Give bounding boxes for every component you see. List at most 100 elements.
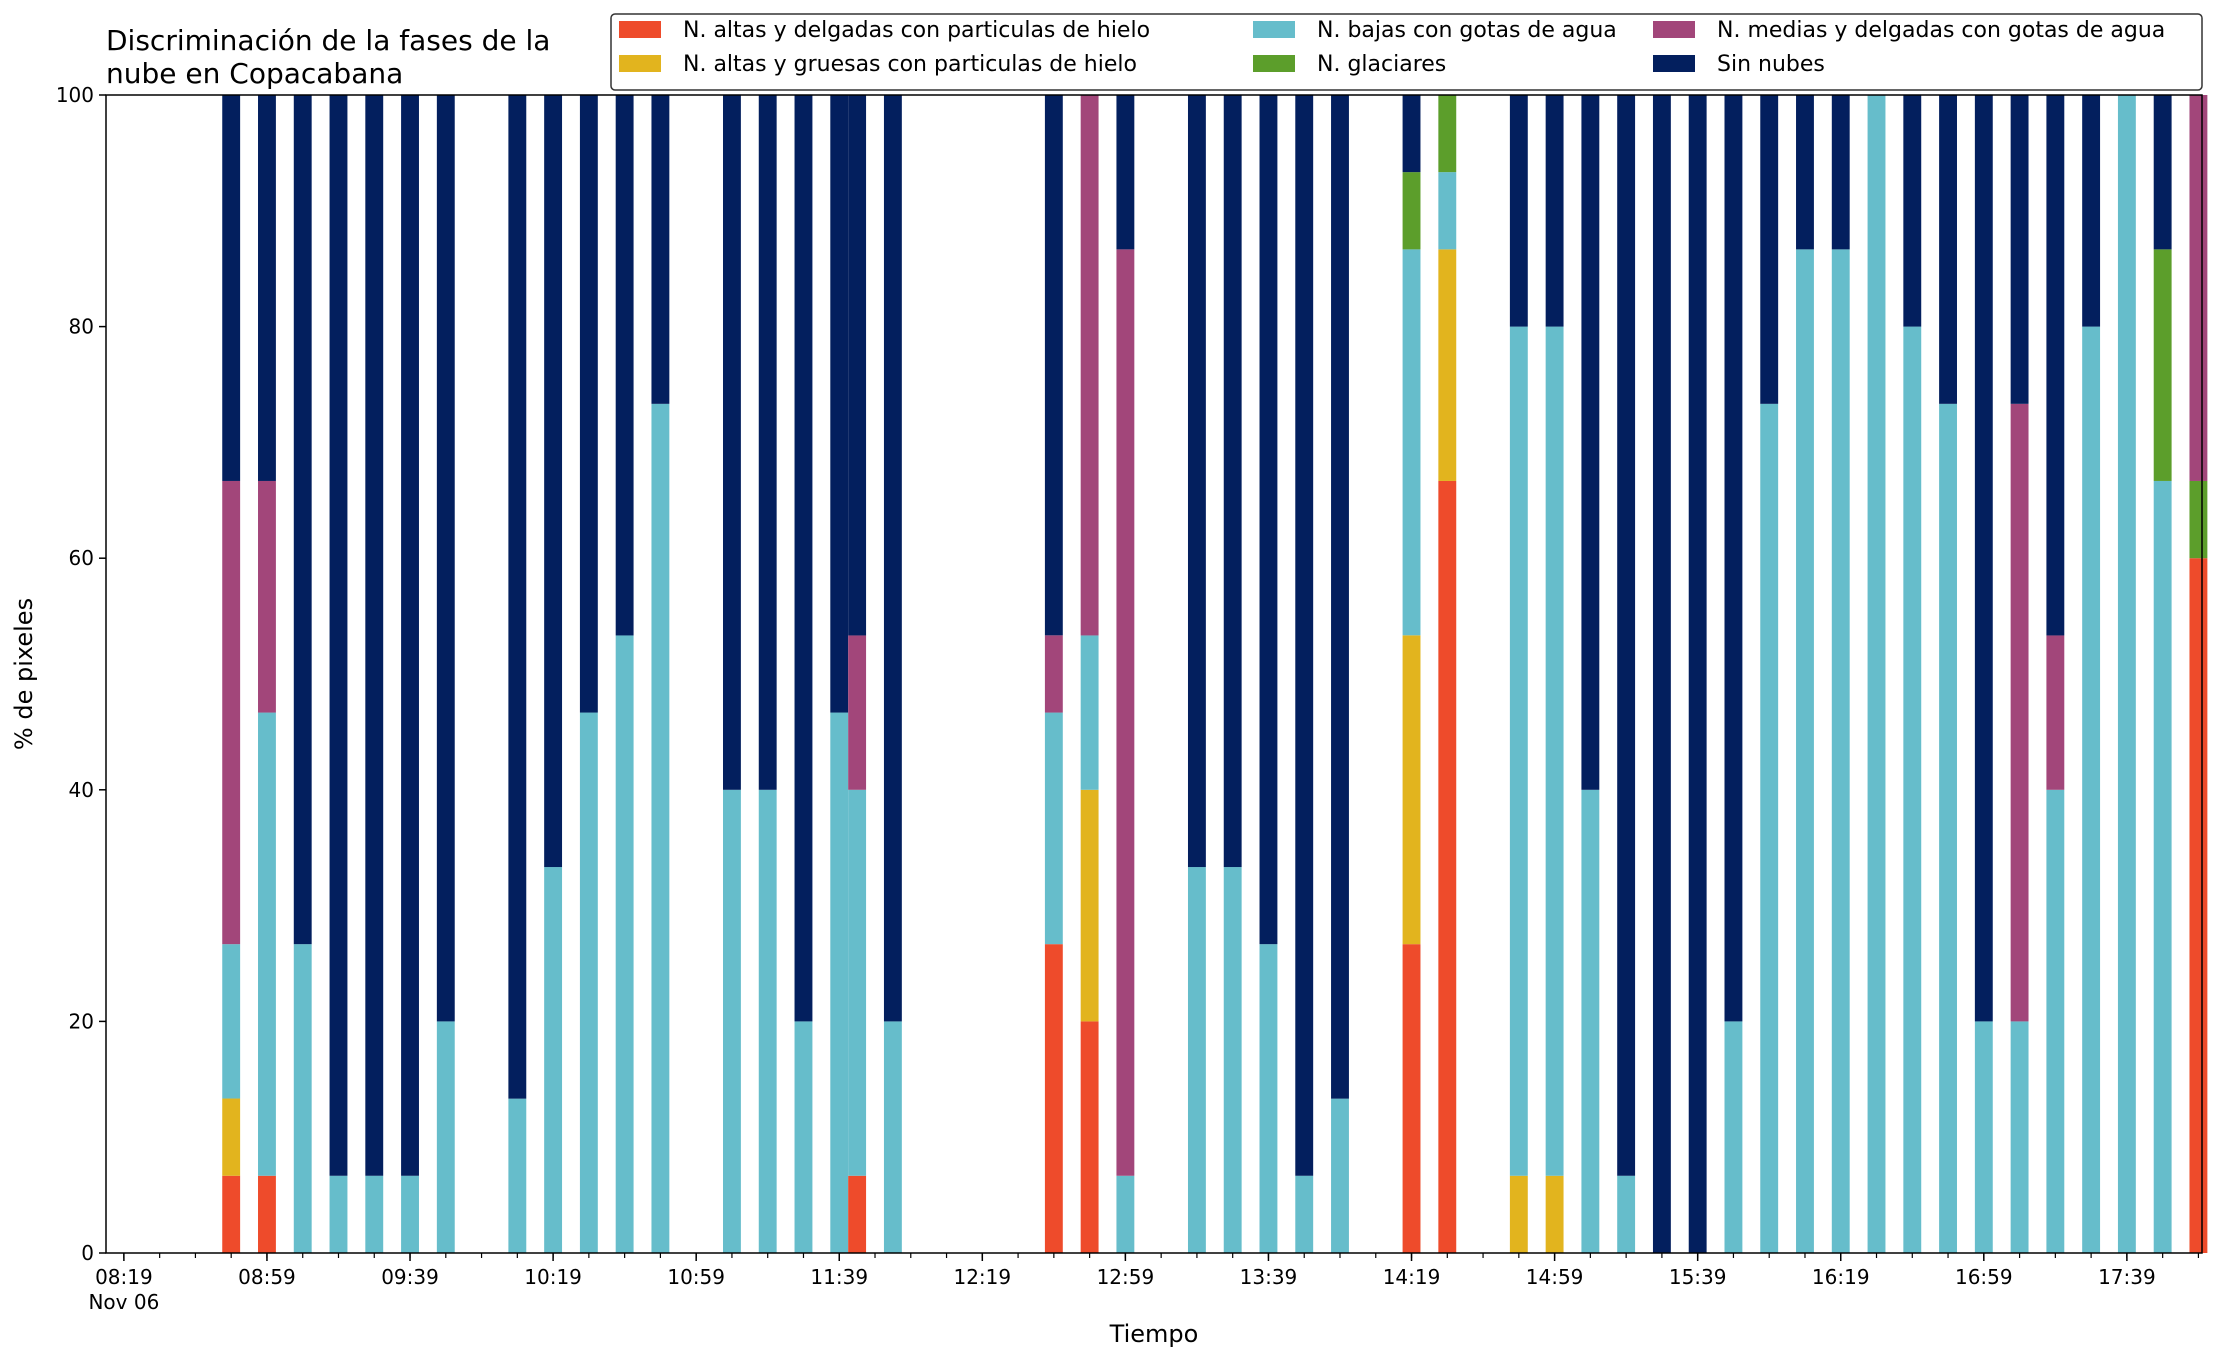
bar-segment xyxy=(1545,1175,1564,1253)
y-tick-label: 80 xyxy=(69,315,94,339)
bar-segment xyxy=(1044,94,1063,636)
bar-segment xyxy=(1044,944,1063,1253)
bar-segment xyxy=(258,1175,276,1253)
bar-segment xyxy=(651,403,670,1253)
bar-segment xyxy=(1831,95,1850,250)
bar-segment xyxy=(544,95,563,868)
bar-segment xyxy=(1545,326,1564,1176)
bar-segment xyxy=(2010,95,2029,404)
bar-segment xyxy=(258,712,276,1176)
bar-segment xyxy=(1545,95,1564,327)
bar-segment xyxy=(401,95,419,1176)
bar-segment xyxy=(2046,635,2065,790)
legend-swatch xyxy=(619,55,661,72)
x-tick-label: 12:59 xyxy=(1097,1265,1155,1289)
bar-segment xyxy=(1402,635,1421,945)
bar-segment xyxy=(2010,403,2029,1022)
x-tick-label: 12:19 xyxy=(953,1265,1011,1289)
legend-label: N. glaciares xyxy=(1317,52,1446,77)
bar-segment xyxy=(651,95,670,404)
bar-segment xyxy=(508,1098,527,1253)
x-axis-label: Tiempo xyxy=(1109,1320,1199,1348)
bar-segment xyxy=(1080,1021,1099,1253)
bar-segment xyxy=(222,1175,241,1253)
bar-segment xyxy=(722,789,741,1253)
bar-segment xyxy=(1688,95,1707,1253)
bar-segment xyxy=(329,95,348,1176)
x-tick-label: 14:19 xyxy=(1383,1265,1441,1289)
bar-segment xyxy=(1760,403,1779,1253)
bars-layer xyxy=(222,94,2208,1254)
legend-label: N. altas y gruesas con particulas de hie… xyxy=(683,52,1137,77)
y-axis: 0 20 40 60 80 100 xyxy=(56,83,106,1265)
legend-label: N. medias y delgadas con gotas de agua xyxy=(1717,18,2165,43)
y-axis-label: % de pixeles xyxy=(10,598,38,750)
bar-segment xyxy=(830,712,849,1253)
bar-segment xyxy=(1438,480,1457,1253)
bar-segment xyxy=(1116,249,1135,1176)
bar-segment xyxy=(2082,326,2101,1254)
chart-title-line-2: nube en Copacabana xyxy=(106,57,403,90)
x-tick-label: 14:59 xyxy=(1526,1265,1584,1289)
bar-segment xyxy=(1080,635,1099,790)
x-tick-label: 16:19 xyxy=(1812,1265,1870,1289)
bar-segment xyxy=(1617,95,1636,1176)
bar-segment xyxy=(2153,95,2172,250)
bar-segment xyxy=(436,95,455,1022)
bar-segment xyxy=(1438,94,1457,173)
bar-segment xyxy=(436,1021,455,1253)
bar-segment xyxy=(1974,95,1993,1022)
bar-segment xyxy=(615,95,634,636)
bar-segment xyxy=(222,95,241,481)
bar-segment xyxy=(1080,95,1099,636)
bar-segment xyxy=(1402,172,1421,250)
bar-segment xyxy=(848,95,867,636)
x-tick-label: 13:39 xyxy=(1240,1265,1298,1289)
legend-frame xyxy=(610,13,2203,91)
bar-segment xyxy=(579,712,598,1253)
x-tick-label: 08:19 xyxy=(95,1265,153,1289)
x-tick-label: 17:39 xyxy=(2098,1265,2156,1289)
bar-segment xyxy=(1939,403,1957,1253)
bar-segment xyxy=(2153,249,2172,481)
bar-segment xyxy=(883,95,902,1022)
bar-segment xyxy=(615,635,634,1253)
bar-segment xyxy=(1044,635,1063,713)
bar-segment xyxy=(1116,1175,1135,1253)
bar-segment xyxy=(1116,95,1135,250)
x-tick-label: 08:59 xyxy=(238,1265,296,1289)
plot-frame xyxy=(105,94,2203,1254)
bar-segment xyxy=(794,1021,813,1253)
bar-segment xyxy=(1331,95,1349,1099)
legend-label: Sin nubes xyxy=(1717,52,1825,77)
bar-segment xyxy=(848,789,867,1176)
legend-swatch xyxy=(619,21,661,38)
chart-title-line-1: Discriminación de la fases de la xyxy=(106,24,550,57)
y-tick-label: 0 xyxy=(81,1241,94,1265)
bar-segment xyxy=(258,95,276,481)
legend-swatch xyxy=(1653,55,1695,72)
bar-segment xyxy=(1617,1175,1636,1253)
bar-segment xyxy=(2189,95,2208,481)
bar-segment xyxy=(1187,867,1206,1253)
bar-segment xyxy=(1080,789,1099,1022)
bar-segment xyxy=(1796,95,1814,250)
bar-segment xyxy=(1581,95,1600,790)
bar-segment xyxy=(401,1175,419,1253)
bar-segment xyxy=(1331,1098,1349,1253)
bar-segment xyxy=(1509,1175,1528,1253)
bar-segment xyxy=(2117,95,2136,1253)
bar-segment xyxy=(365,95,384,1176)
bar-segment xyxy=(1724,1021,1743,1253)
bar-segment xyxy=(1724,95,1743,1022)
bar-segment xyxy=(2153,480,2172,1253)
y-tick-label: 20 xyxy=(69,1009,94,1033)
bar-segment xyxy=(1438,172,1457,250)
legend: N. altas y delgadas con particulas de hi… xyxy=(610,13,2203,91)
bar-segment xyxy=(758,789,777,1253)
legend-swatch xyxy=(1253,55,1295,72)
bar-segment xyxy=(1402,249,1421,636)
bar-segment xyxy=(2189,480,2208,559)
bar-segment xyxy=(222,1098,241,1176)
